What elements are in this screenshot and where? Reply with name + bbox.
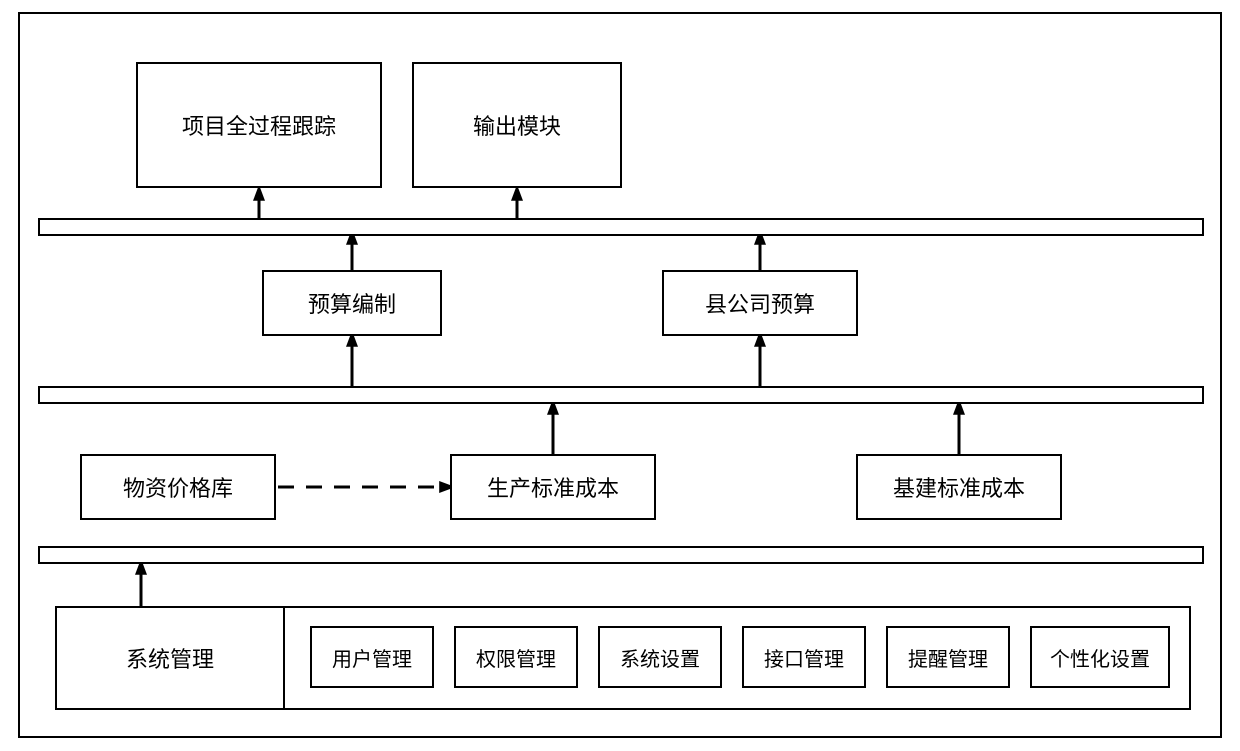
node-label: 接口管理 bbox=[764, 643, 844, 672]
node-label: 县公司预算 bbox=[705, 287, 815, 319]
node-n_s6: 个性化设置 bbox=[1030, 626, 1170, 688]
divider-bar bbox=[38, 386, 1204, 404]
node-n_mid1: 预算编制 bbox=[262, 270, 442, 336]
node-n_l3b: 生产标准成本 bbox=[450, 454, 656, 520]
node-n_s1: 用户管理 bbox=[310, 626, 434, 688]
node-label: 物资价格库 bbox=[123, 471, 233, 503]
node-n_sys: 系统管理 bbox=[55, 606, 285, 710]
diagram-canvas: 项目全过程跟踪 输出模块预算编制 县公司预算物资价格库 生产标准成本 基建标准成本系统管… bbox=[0, 0, 1240, 751]
node-n_s4: 接口管理 bbox=[742, 626, 866, 688]
node-n_s2: 权限管理 bbox=[454, 626, 578, 688]
node-n_mid2: 县公司预算 bbox=[662, 270, 858, 336]
node-label: 输出模块 bbox=[473, 109, 561, 141]
node-label: 用户管理 bbox=[332, 643, 412, 672]
node-label: 系统管理 bbox=[126, 642, 214, 674]
node-label: 基建标准成本 bbox=[893, 471, 1025, 503]
divider-bar bbox=[38, 546, 1204, 564]
node-n_top1: 项目全过程跟踪 bbox=[136, 62, 382, 188]
node-n_top2: 输出模块 bbox=[412, 62, 622, 188]
node-n_s5: 提醒管理 bbox=[886, 626, 1010, 688]
node-label: 个性化设置 bbox=[1050, 643, 1150, 672]
node-n_s3: 系统设置 bbox=[598, 626, 722, 688]
node-label: 系统设置 bbox=[620, 643, 700, 672]
node-label: 预算编制 bbox=[308, 287, 396, 319]
node-label: 生产标准成本 bbox=[487, 471, 619, 503]
node-label: 权限管理 bbox=[476, 643, 556, 672]
node-label: 提醒管理 bbox=[908, 643, 988, 672]
divider-bar bbox=[38, 218, 1204, 236]
node-label: 项目全过程跟踪 bbox=[182, 109, 336, 141]
node-n_l3c: 基建标准成本 bbox=[856, 454, 1062, 520]
node-n_l3a: 物资价格库 bbox=[80, 454, 276, 520]
